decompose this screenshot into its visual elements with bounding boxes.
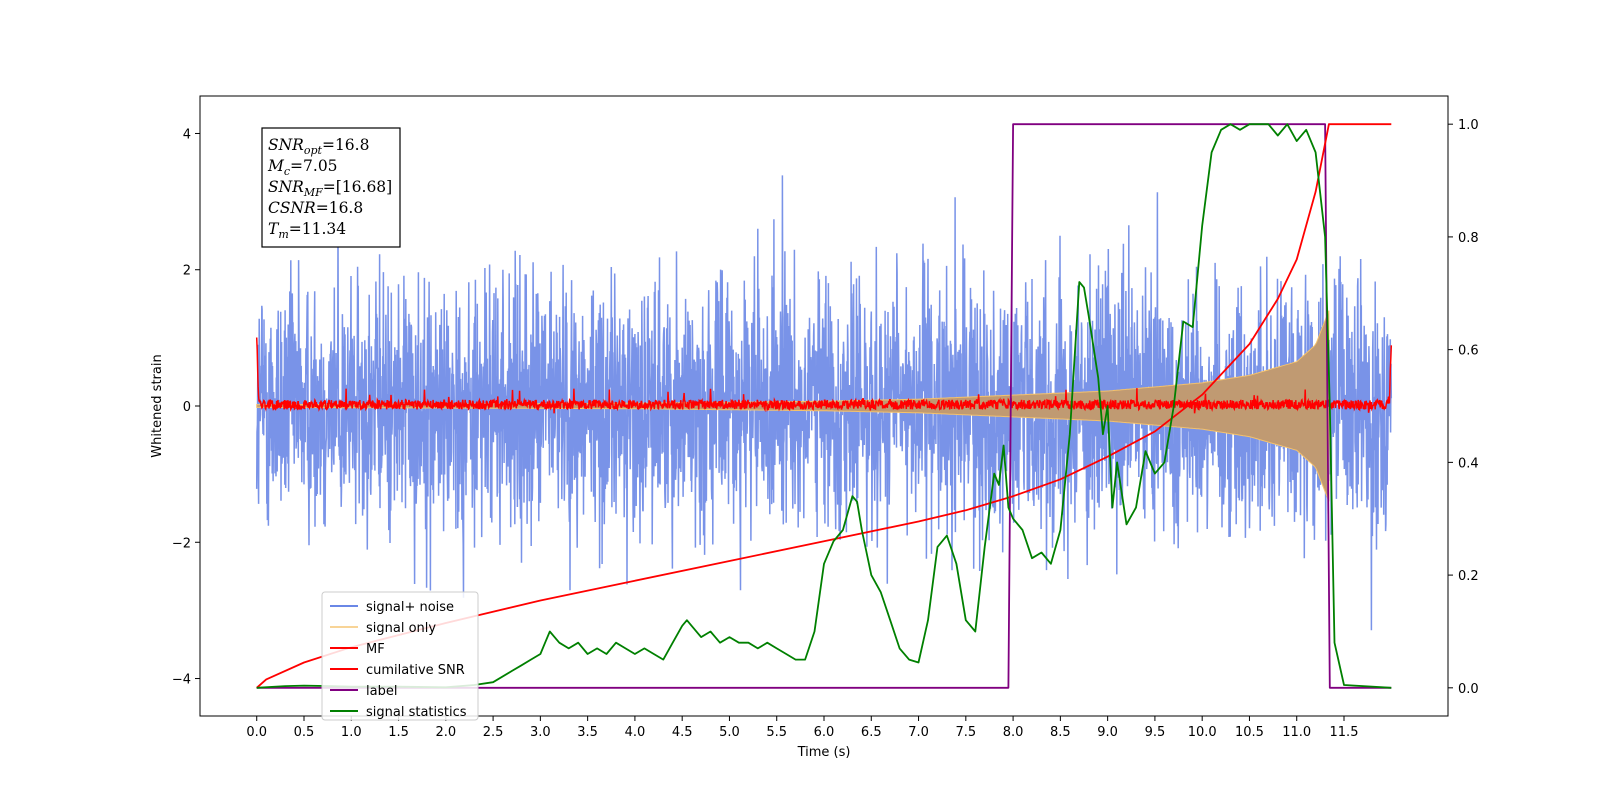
legend-entry: label [366, 684, 397, 699]
legend-entry: signal only [366, 621, 436, 636]
x-tick-label: 1.0 [341, 725, 362, 740]
x-tick-label: 4.0 [625, 725, 646, 740]
legend: signal+ noise signal only MF cumilative SNR… [321, 591, 479, 721]
x-tick-label: 10.0 [1188, 725, 1217, 740]
x-tick-label: 7.5 [955, 725, 976, 740]
annotation-line: Mc=7.05 [267, 157, 338, 178]
legend-entry: signal+ noise [366, 600, 454, 615]
y-tick-label: 2 [183, 264, 191, 279]
annotation-frame [261, 127, 401, 248]
y2-tick-label: 0.6 [1458, 344, 1479, 359]
y-tick-label: 0 [183, 400, 191, 415]
x-tick-label: 11.0 [1282, 725, 1311, 740]
x-tick-label: 5.5 [766, 725, 787, 740]
x-tick-label: 0.5 [294, 725, 315, 740]
y2-tick-label: 1.0 [1458, 118, 1479, 133]
x-tick-label: 5.0 [719, 725, 740, 740]
x-tick-label: 10.5 [1235, 725, 1264, 740]
x-tick-label: 2.0 [435, 725, 456, 740]
y2-tick-label: 0.0 [1458, 682, 1479, 697]
series-mf [255, 337, 1393, 414]
series-signal-noise [255, 175, 1393, 631]
x-tick-label: 3.5 [577, 725, 598, 740]
series-signal-statistics [256, 123, 1392, 689]
y2-tick-label: 0.4 [1458, 456, 1479, 471]
axes: 0.0 0.5 1.0 1.5 2.0 2.5 3.0 3.5 4.0 4.5 5.0 5.5 6.0 6… [172, 118, 1479, 740]
x-tick-label: 4.5 [672, 725, 693, 740]
legend-entry: MF [366, 642, 385, 657]
annotation-line: Tm=11.34 [268, 220, 346, 241]
x-tick-label: 8.0 [1003, 725, 1024, 740]
y-tick-label: −4 [172, 673, 191, 688]
y2-tick-label: 0.2 [1458, 569, 1479, 584]
legend-frame [321, 591, 479, 721]
annotation-line: SNRMF=[16.68] [268, 178, 392, 199]
x-axis-title: Time (s) [797, 745, 851, 760]
x-tick-label: 9.0 [1097, 725, 1118, 740]
legend-entry: signal statistics [366, 705, 467, 720]
annotation-box: SNRopt=16.8Mc=7.05SNRMF=[16.68]CSNR=16.8… [261, 127, 401, 248]
x-tick-label: 6.5 [861, 725, 882, 740]
x-tick-label: 11.5 [1330, 725, 1359, 740]
x-tick-label: 1.5 [388, 725, 409, 740]
x-tick-label: 0.0 [246, 725, 267, 740]
x-tick-label: 6.0 [814, 725, 835, 740]
legend-entry: cumilative SNR [366, 663, 465, 678]
y-tick-label: −2 [172, 536, 191, 551]
x-tick-label: 7.0 [908, 725, 929, 740]
series-label [256, 123, 1392, 689]
y-tick-label: 4 [183, 127, 191, 142]
y-axis-title: Whitened strain [150, 354, 165, 457]
x-tick-label: 2.5 [483, 725, 504, 740]
x-tick-label: 8.5 [1050, 725, 1071, 740]
y2-tick-label: 0.8 [1458, 231, 1479, 246]
x-tick-label: 9.5 [1145, 725, 1166, 740]
annotation-line: CSNR=16.8 [268, 199, 363, 217]
annotation-line: SNRopt=16.8 [268, 136, 369, 157]
x-tick-label: 3.0 [530, 725, 551, 740]
